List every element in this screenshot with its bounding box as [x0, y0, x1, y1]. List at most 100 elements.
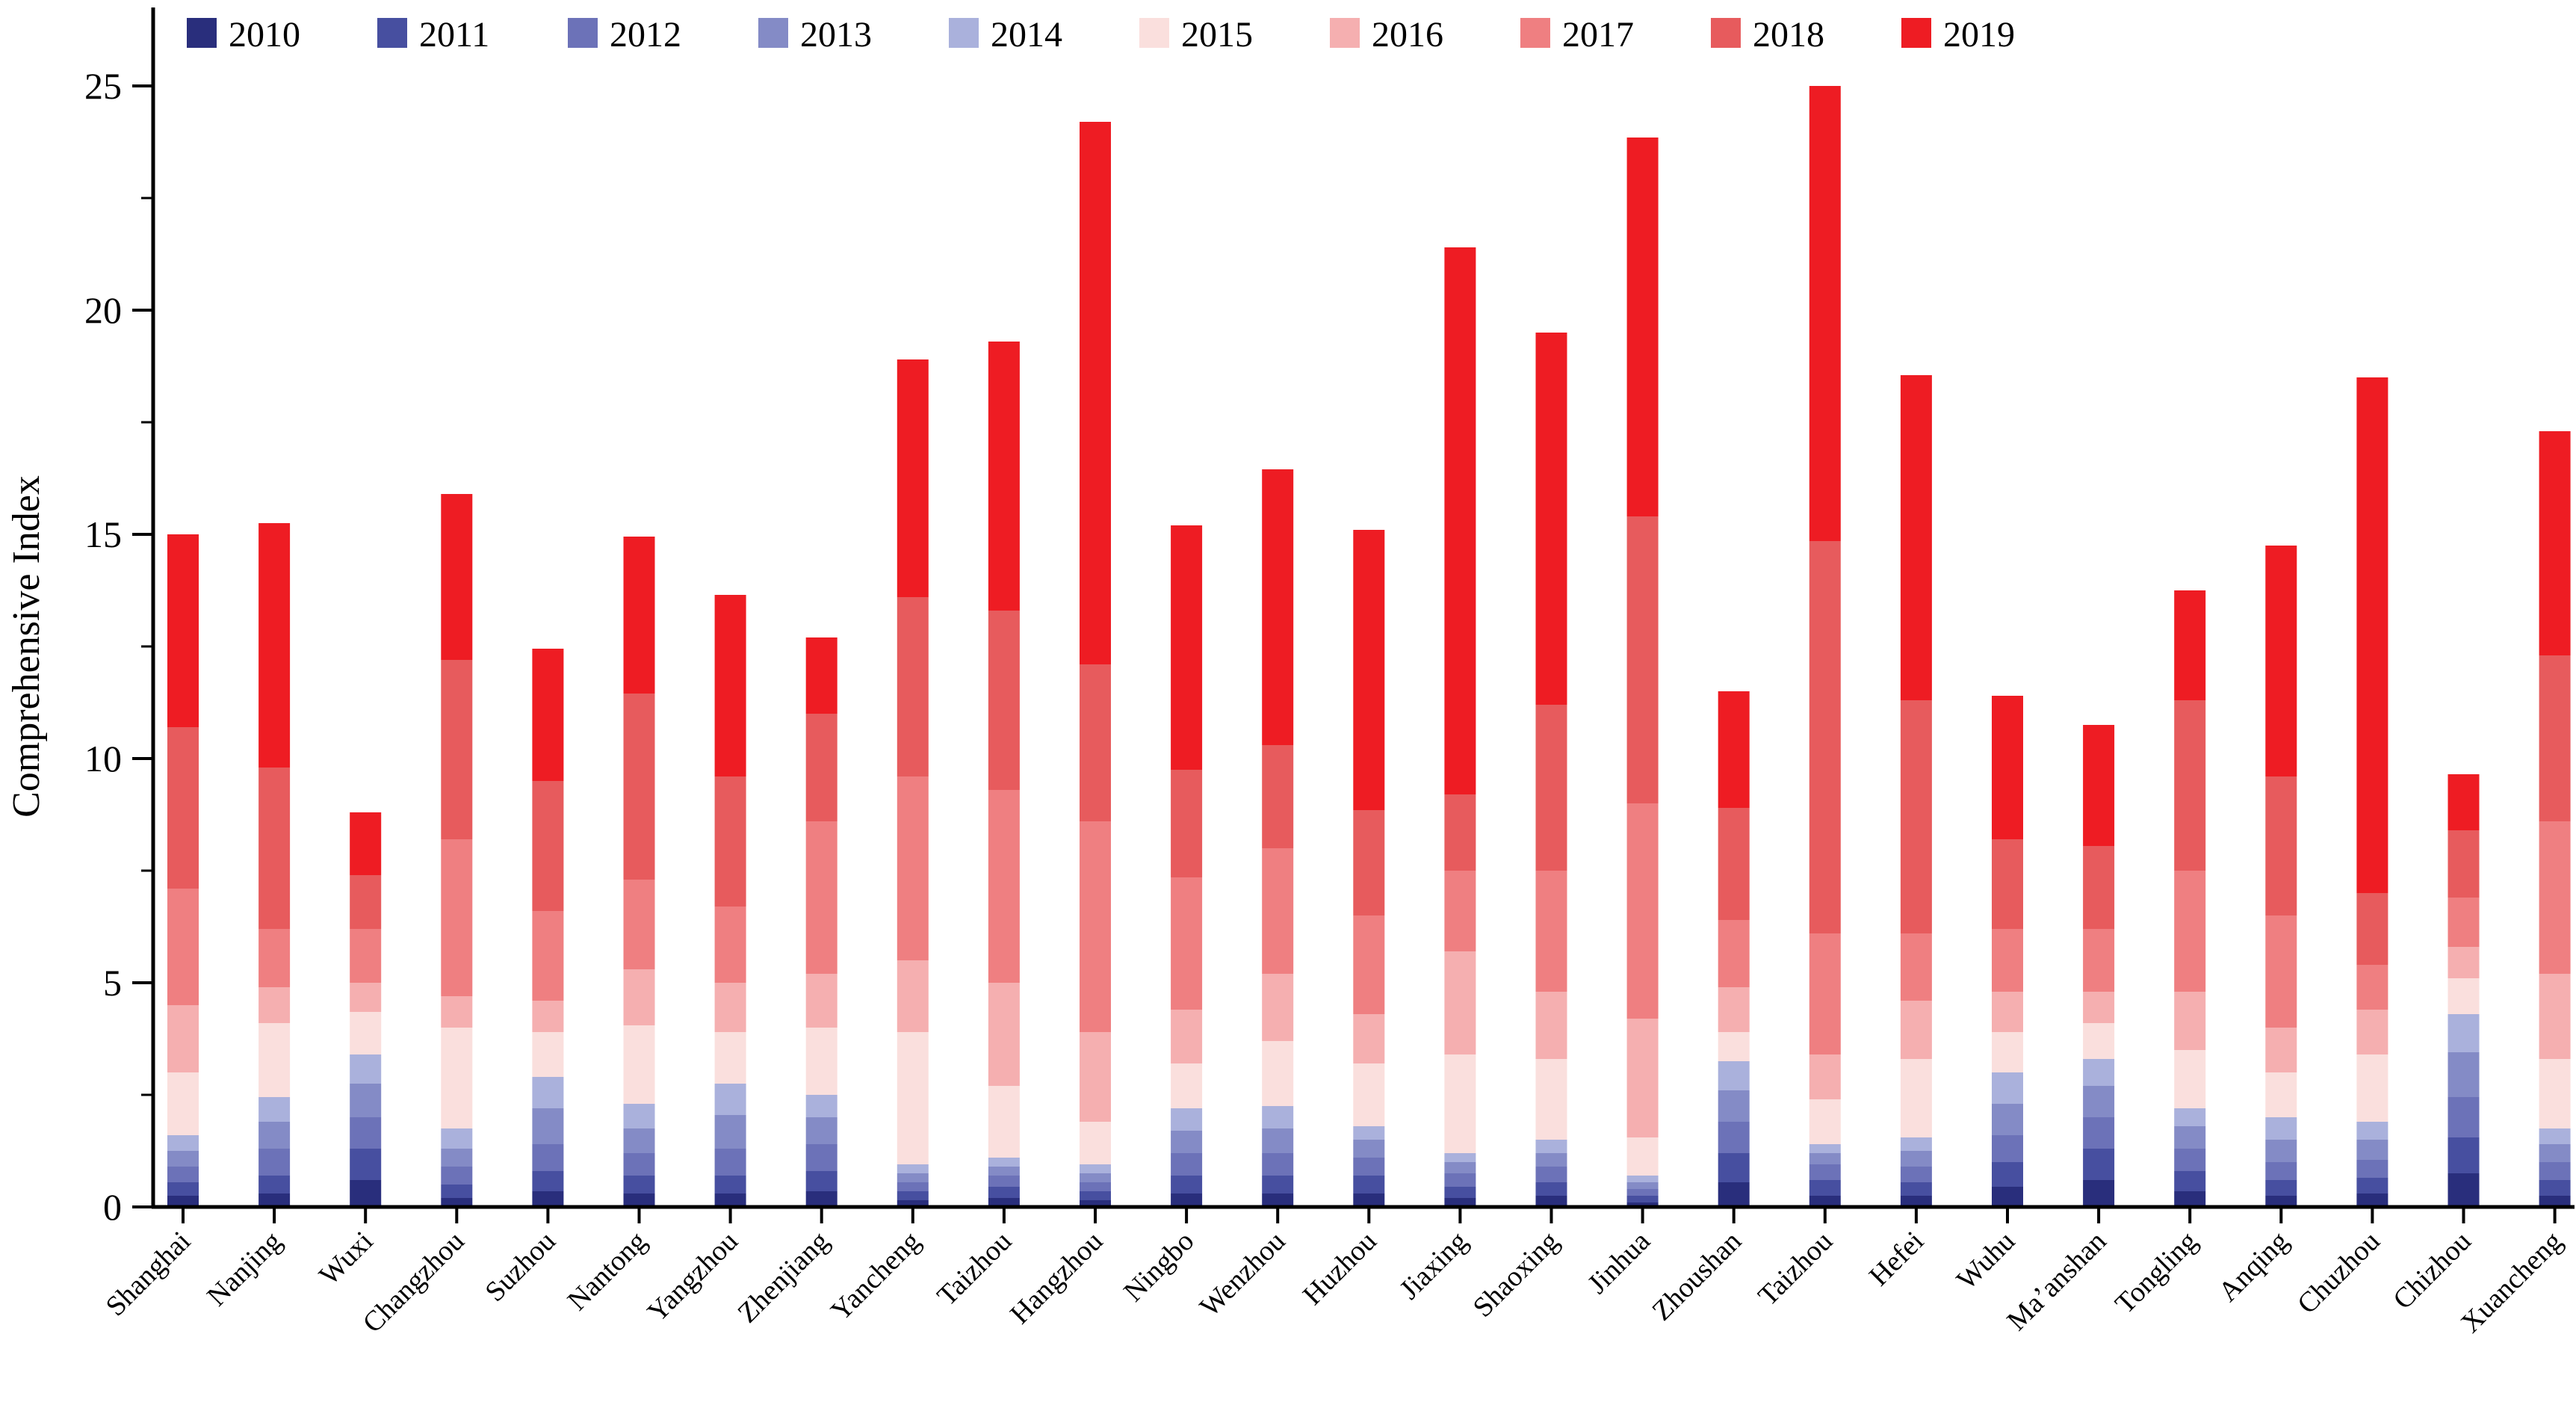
legend-swatch	[187, 18, 217, 48]
bar-segment	[988, 790, 1020, 983]
bar-segment	[2083, 725, 2115, 846]
bar-segment	[1809, 541, 1841, 933]
bar-segment	[623, 1104, 655, 1128]
bar-segment	[897, 960, 929, 1032]
bar-segment	[258, 1193, 291, 1207]
x-tick-label: Taizhou	[931, 1226, 1018, 1312]
bar-segment	[1992, 1032, 2023, 1072]
bar-stack	[532, 649, 564, 1207]
bar-stack	[1535, 333, 1567, 1207]
bar-segment	[897, 776, 929, 960]
bar-segment	[1080, 1173, 1111, 1182]
bar-segment	[2447, 1097, 2480, 1137]
x-tick-label: Jiaxing	[1393, 1226, 1473, 1306]
x-tick-label: Hangzhou	[1004, 1226, 1109, 1330]
bar-segment	[1535, 333, 1567, 705]
bar-segment	[1171, 770, 1203, 877]
bar-stack	[1353, 530, 1385, 1207]
bar-segment	[532, 1144, 564, 1171]
bar-segment	[1535, 1182, 1567, 1196]
bar-segment	[2265, 546, 2297, 776]
bar-segment	[1171, 1108, 1203, 1131]
legend-item-label: 2015	[1181, 15, 1253, 55]
bar-segment	[1535, 1140, 1567, 1153]
bar-segment	[1080, 122, 1111, 664]
bar-segment	[1718, 1122, 1750, 1153]
bar-segment	[1900, 1059, 1932, 1137]
bar-segment	[1626, 1182, 1659, 1189]
bar-segment	[167, 1072, 199, 1135]
bar-segment	[1444, 1054, 1476, 1153]
bar-segment	[1992, 696, 2023, 839]
bar-segment	[988, 1187, 1020, 1198]
legend-item: 2013	[758, 15, 872, 55]
bar-segment	[1992, 929, 2023, 992]
bar-segment	[897, 1200, 929, 1207]
bar-segment	[897, 1173, 929, 1182]
bar-segment	[1809, 1164, 1841, 1180]
bar-segment	[2265, 1140, 2297, 1162]
bar-segment	[1262, 848, 1294, 974]
x-tick-label: Hefei	[1863, 1226, 1930, 1292]
bar-segment	[1444, 1162, 1476, 1173]
bar-segment	[2356, 1160, 2388, 1178]
bar-segment	[2539, 655, 2571, 821]
bar-segment	[988, 1086, 1020, 1158]
bar-segment	[1809, 1196, 1841, 1207]
legend-item-label: 2010	[229, 15, 300, 55]
y-tick-label: 15	[84, 513, 122, 555]
legend-swatch	[1330, 18, 1360, 48]
bar-segment	[1535, 871, 1567, 992]
y-tick-label: 0	[103, 1186, 122, 1228]
bar-segment	[714, 776, 746, 907]
bar-segment	[167, 1167, 199, 1182]
bar-segment	[2174, 992, 2206, 1050]
bar-segment	[805, 1117, 837, 1144]
bar-segment	[1992, 839, 2023, 929]
x-tick-label: Tongling	[2109, 1226, 2203, 1320]
bar-segment	[1353, 1176, 1385, 1193]
bar-stack	[441, 494, 473, 1207]
bar-segment	[2356, 1122, 2388, 1140]
bar-segment	[258, 987, 291, 1023]
bar-segment	[897, 1164, 929, 1173]
bar-stack	[988, 342, 1020, 1207]
x-tick-label: Chuzhou	[2291, 1226, 2386, 1321]
bar-segment	[2356, 1193, 2388, 1207]
bar-segment	[1900, 1167, 1932, 1182]
bar-segment	[532, 649, 564, 781]
x-tick-label: Taizhou	[1752, 1226, 1839, 1312]
bar-segment	[350, 875, 382, 929]
bar-segment	[1809, 1153, 1841, 1164]
bar-segment	[1080, 1191, 1111, 1200]
bar-segment	[1535, 1196, 1567, 1207]
legend-item: 2015	[1139, 15, 1253, 55]
bar-segment	[350, 983, 382, 1012]
bar-segment	[350, 1117, 382, 1149]
bar-segment	[167, 889, 199, 1005]
bar-segment	[1900, 1151, 1932, 1167]
bar-segment	[623, 1128, 655, 1153]
bar-segment	[1080, 1182, 1111, 1191]
bar-segment	[897, 597, 929, 776]
bar-segment	[988, 983, 1020, 1086]
bar-segment	[1718, 1153, 1750, 1182]
bar-segment	[441, 1185, 473, 1198]
bar-stack	[2083, 725, 2115, 1207]
bar-segment	[1171, 1131, 1203, 1153]
bar-segment	[1626, 1189, 1659, 1196]
bar-segment	[1444, 1173, 1476, 1187]
legend-item: 2016	[1330, 15, 1443, 55]
bar-segment	[714, 1115, 746, 1149]
bar-segment	[805, 1144, 837, 1171]
bar-segment	[532, 1108, 564, 1144]
bar-segment	[258, 1097, 291, 1122]
bar-segment	[1353, 530, 1385, 810]
bar-segment	[1992, 992, 2023, 1032]
bar-segment	[350, 1149, 382, 1180]
bar-stack	[167, 534, 199, 1207]
bar-segment	[988, 1198, 1020, 1207]
legend-item-label: 2014	[991, 15, 1062, 55]
bar-segment	[805, 714, 837, 821]
